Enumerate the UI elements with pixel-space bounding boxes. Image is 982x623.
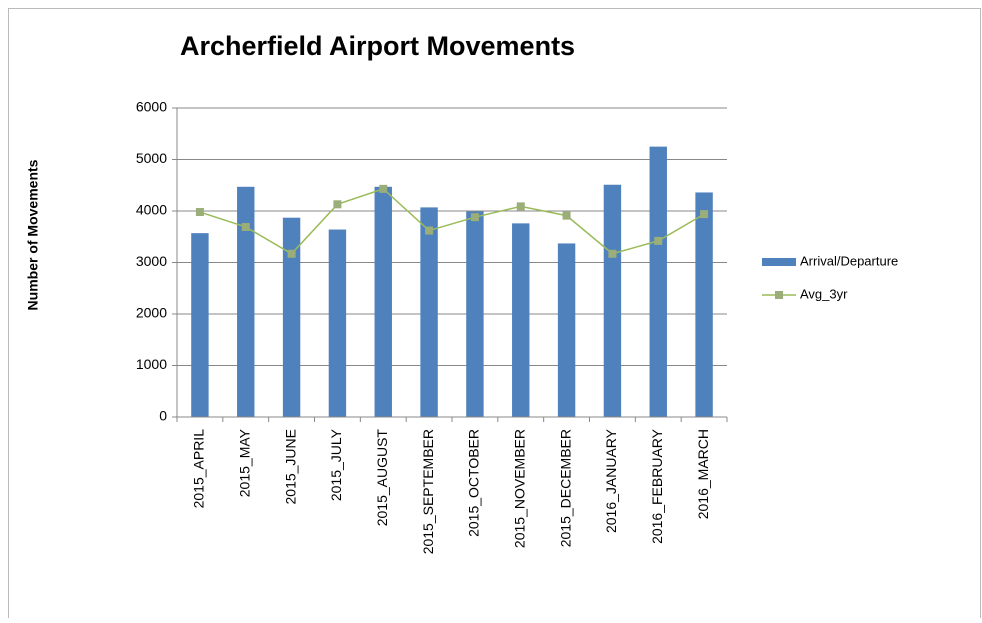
bar [512,223,530,417]
x-tick-label: 2015_APRIL [191,429,207,509]
chart-title: Archerfield Airport Movements [180,31,575,61]
line-marker [516,202,525,211]
line-marker [195,208,204,217]
line-marker [425,226,434,235]
line-marker [562,211,571,220]
legend-swatch [762,258,796,266]
x-tick-label: 2015_AUGUST [374,429,390,527]
x-tick-label: 2015_JULY [328,428,344,501]
bar [374,186,392,417]
y-tick-label: 0 [159,408,167,424]
bar [649,146,667,417]
x-tick-label: 2016_FEBRUARY [649,428,665,544]
x-tick-label: 2015_JUNE [282,429,298,505]
line-marker [700,210,709,219]
y-tick-label: 2000 [136,305,167,321]
x-tick-label: 2015_NOVEMBER [511,429,527,548]
y-tick-label: 4000 [136,202,167,218]
y-axis-label: Number of Movements [25,159,41,310]
bar [603,184,622,417]
bar [191,233,209,417]
bar [557,243,576,417]
bar [466,211,484,417]
x-tick-label: 2015_MAY [236,428,252,497]
line-marker [287,249,296,258]
y-tick-label: 6000 [136,99,167,115]
line-marker [608,249,617,258]
line-marker [654,236,663,245]
y-tick-label: 3000 [136,253,167,269]
x-tick-label: 2015_DECEMBER [557,429,573,547]
y-tick-label: 5000 [136,150,167,166]
x-tick-label: 2015_SEPTEMBER [420,429,436,554]
bar [328,229,347,417]
x-tick-label: 2015_OCTOBER [466,429,482,537]
bar [420,207,438,417]
y-tick-label: 1000 [136,356,167,372]
line-marker [470,213,479,222]
chart-frame [8,8,981,623]
line-marker [333,200,342,209]
line-marker [241,222,250,231]
line [199,188,705,255]
x-tick-label: 2016_MARCH [695,429,711,519]
line-marker [379,184,388,193]
bar [695,192,713,417]
legend-label: Arrival/Departure [800,253,898,268]
x-tick-label: 2016_JANUARY [603,428,619,533]
legend-label: Avg_3yr [800,286,848,301]
legend-marker [775,291,783,299]
bar [237,186,255,417]
bar [282,217,301,417]
